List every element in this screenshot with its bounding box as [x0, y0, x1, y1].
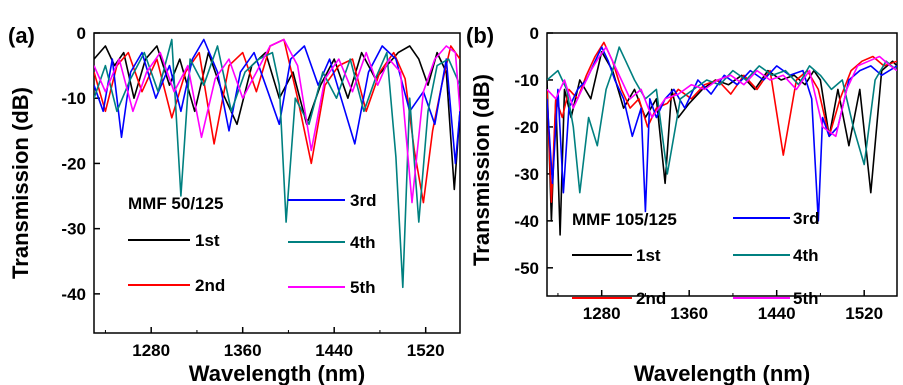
panel-label-b: (b) — [466, 23, 494, 48]
y-tick-label: -10 — [514, 71, 539, 90]
panel-a: (a) Transmission (dB) Wavelength (nm) 12… — [8, 23, 461, 385]
x-tick-label: 1280 — [132, 341, 170, 360]
y-axis-title-b: Transmission (dB) — [469, 74, 494, 266]
legend-label-2nd: 2nd — [636, 289, 666, 308]
y-tick-label: -20 — [61, 154, 86, 173]
plot-frame-b — [546, 32, 898, 297]
legend-title-a: MMF 50/125 — [128, 194, 223, 213]
y-tick-label: -10 — [61, 89, 86, 108]
ticks-a: 1280 1360 1440 1520 0 -10 -20 -30 -40 — [61, 24, 444, 360]
legend-label-5th: 5th — [793, 289, 819, 308]
plot-frame-a — [93, 32, 461, 334]
legend-label-3rd: 3rd — [350, 191, 376, 210]
y-axis-title-a: Transmission (dB) — [8, 87, 33, 279]
x-tick-label: 1520 — [407, 341, 445, 360]
x-tick-label: 1440 — [315, 341, 353, 360]
legend-label-5th: 5th — [350, 278, 376, 297]
panel-b: (b) Transmission (dB) Wavelength (nm) 12… — [466, 23, 898, 385]
x-axis-title-a: Wavelength (nm) — [189, 361, 365, 385]
series-line-4th — [94, 38, 460, 289]
legend-b: 1st 2nd 3rd 4th 5th — [572, 209, 819, 308]
x-tick-label: 1360 — [670, 304, 708, 323]
series-line-5th — [547, 46, 897, 138]
x-axis-title-b: Wavelength (nm) — [634, 361, 810, 385]
y-tick-label: -30 — [514, 165, 539, 184]
legend-label-3rd: 3rd — [793, 209, 819, 228]
y-tick-label: 0 — [77, 24, 86, 43]
series-lines-b — [547, 41, 897, 236]
legend-label-1st: 1st — [636, 246, 661, 265]
y-tick-label: 0 — [530, 24, 539, 43]
panel-label-a: (a) — [8, 23, 35, 48]
legend-a: 1st 2nd 3rd 4th 5th — [128, 191, 376, 297]
series-line-3rd — [94, 38, 460, 165]
y-tick-label: -50 — [514, 259, 539, 278]
legend-label-4th: 4th — [793, 246, 819, 265]
y-tick-label: -40 — [514, 212, 539, 231]
legend-label-1st: 1st — [195, 231, 220, 250]
ticks-b: 1280 1360 1440 1520 0 -10 -20 -30 -40 -50 — [514, 24, 883, 323]
series-line-5th — [94, 38, 460, 204]
y-tick-label: -30 — [61, 220, 86, 239]
legend-title-b: MMF 105/125 — [572, 210, 677, 229]
x-tick-label: 1360 — [224, 341, 262, 360]
x-tick-label: 1440 — [758, 304, 796, 323]
legend-label-4th: 4th — [350, 233, 376, 252]
y-tick-label: -40 — [61, 285, 86, 304]
legend-label-2nd: 2nd — [195, 276, 225, 295]
series-line-4th — [547, 46, 897, 194]
x-tick-label: 1520 — [845, 304, 883, 323]
y-tick-label: -20 — [514, 118, 539, 137]
x-tick-label: 1280 — [583, 304, 621, 323]
series-lines-a — [94, 38, 460, 289]
